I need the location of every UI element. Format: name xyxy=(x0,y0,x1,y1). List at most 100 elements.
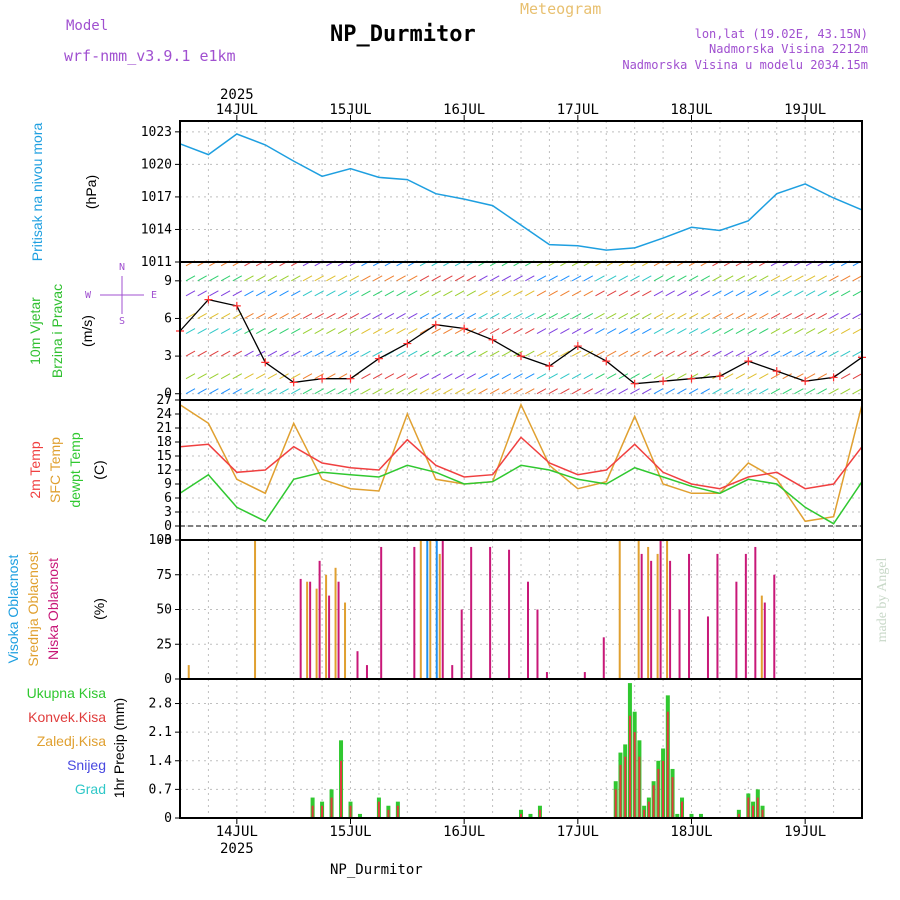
wind-barb xyxy=(279,290,289,297)
y-tick-label: 9 xyxy=(164,477,172,492)
wind-gust-marker xyxy=(715,372,724,381)
y-tick-label: 2.1 xyxy=(149,725,172,740)
wind-barb xyxy=(372,275,383,282)
x-tick-label-top: 19JUL xyxy=(784,102,826,118)
wind-barb xyxy=(794,275,804,282)
wind-barb xyxy=(396,328,406,334)
wind-barb xyxy=(267,388,278,395)
convective-rain-bar xyxy=(628,715,631,818)
wind-barb xyxy=(396,313,406,319)
wind-barb xyxy=(770,290,781,297)
wind-barb xyxy=(255,290,266,297)
wind-barb xyxy=(536,328,547,334)
wind-barb xyxy=(618,350,629,357)
wind-barb xyxy=(700,328,711,334)
wind-gust-marker xyxy=(573,342,582,351)
wind-unit-label: (m/s) xyxy=(79,315,95,347)
wind-barb xyxy=(770,373,781,380)
convective-rain-bar xyxy=(321,805,324,818)
wind-barb xyxy=(595,328,605,334)
wind-barb xyxy=(571,313,582,319)
wind-barb xyxy=(326,275,336,282)
wind-barb xyxy=(302,373,313,380)
wind-barb xyxy=(349,275,360,282)
wind-barb xyxy=(232,275,243,282)
wind-barb xyxy=(302,350,313,357)
wind-barb xyxy=(525,388,535,395)
total-rain-bar xyxy=(689,813,694,818)
wind-barb xyxy=(349,350,360,357)
temp-2m-line xyxy=(179,436,863,490)
sfc-temp-line xyxy=(179,402,863,523)
wind-barb xyxy=(723,313,734,319)
low-cloud-bar xyxy=(583,672,586,679)
wind-barb xyxy=(817,275,828,282)
wind-barb xyxy=(326,373,336,380)
wind-barb xyxy=(653,388,664,395)
x-tick-label-bottom: 16JUL xyxy=(443,824,485,840)
sfc-temp-axis-title: SFC Temp xyxy=(47,437,63,503)
wind-barb xyxy=(712,290,722,297)
wind-barb xyxy=(361,350,371,357)
wind-gust-marker xyxy=(801,377,810,386)
footer-title: NP_Durmitor xyxy=(330,862,423,878)
total-rain-bar xyxy=(357,813,362,818)
temp-2m-axis-title: 2m Temp xyxy=(27,441,43,499)
y-tick-label: 6 xyxy=(164,491,172,506)
x-tick-label-top: 17JUL xyxy=(557,102,599,118)
wind-barb xyxy=(782,350,792,357)
wind-barb xyxy=(372,290,383,297)
convective-rain-bar xyxy=(387,809,390,818)
wind-barb xyxy=(431,388,441,395)
compass-north: N xyxy=(119,262,125,273)
wind-barb xyxy=(454,313,465,319)
convective-rain-bar xyxy=(643,809,646,818)
mid-cloud-bar xyxy=(419,540,422,679)
wind-barb xyxy=(536,373,547,380)
wind-barb xyxy=(595,313,605,319)
wind-barb xyxy=(466,275,477,282)
wind-barb xyxy=(349,388,360,395)
wind-barb xyxy=(408,373,418,380)
wind-barb xyxy=(677,313,687,319)
wind-barb xyxy=(805,290,816,297)
low-cloud-bar xyxy=(735,581,738,679)
wind-gust-marker xyxy=(289,378,298,387)
convective-rain-bar xyxy=(756,797,759,818)
wind-barb xyxy=(408,328,418,334)
wind-barb xyxy=(291,373,301,380)
wind-barb xyxy=(677,290,687,297)
wind-barb xyxy=(197,388,207,395)
wind-barb xyxy=(478,388,488,395)
wind-barb xyxy=(536,350,547,357)
wind-barb xyxy=(606,290,617,297)
wind-barb xyxy=(583,388,594,395)
wind-barb xyxy=(595,373,605,380)
convective-rain-bar xyxy=(340,760,343,818)
wind-barb xyxy=(548,290,558,297)
wind-barb xyxy=(712,313,722,319)
wind-barb xyxy=(759,328,769,334)
wind-barb xyxy=(618,275,629,282)
mid-cloud-bar xyxy=(254,540,257,679)
wind-barb xyxy=(759,275,769,282)
wind-barb xyxy=(431,373,441,380)
wind-gust-marker xyxy=(318,374,327,383)
wind-barb xyxy=(478,328,488,334)
wind-barb xyxy=(525,373,535,380)
wind-barb xyxy=(314,350,324,357)
year-label-bottom: 2025 xyxy=(220,841,254,857)
temp-unit-label: (C) xyxy=(91,460,107,479)
wind-barb xyxy=(478,313,488,319)
panel-frame xyxy=(179,120,863,263)
cloud-unit-label: (%) xyxy=(91,598,107,620)
y-tick-label: 15 xyxy=(156,449,172,464)
wind-barb xyxy=(185,313,196,319)
wind-barb xyxy=(829,388,839,395)
wind-barb xyxy=(361,373,371,380)
wind-barb xyxy=(431,350,441,357)
wind-barb xyxy=(209,388,219,395)
wind-barb xyxy=(185,275,196,282)
wind-barb xyxy=(840,313,851,319)
